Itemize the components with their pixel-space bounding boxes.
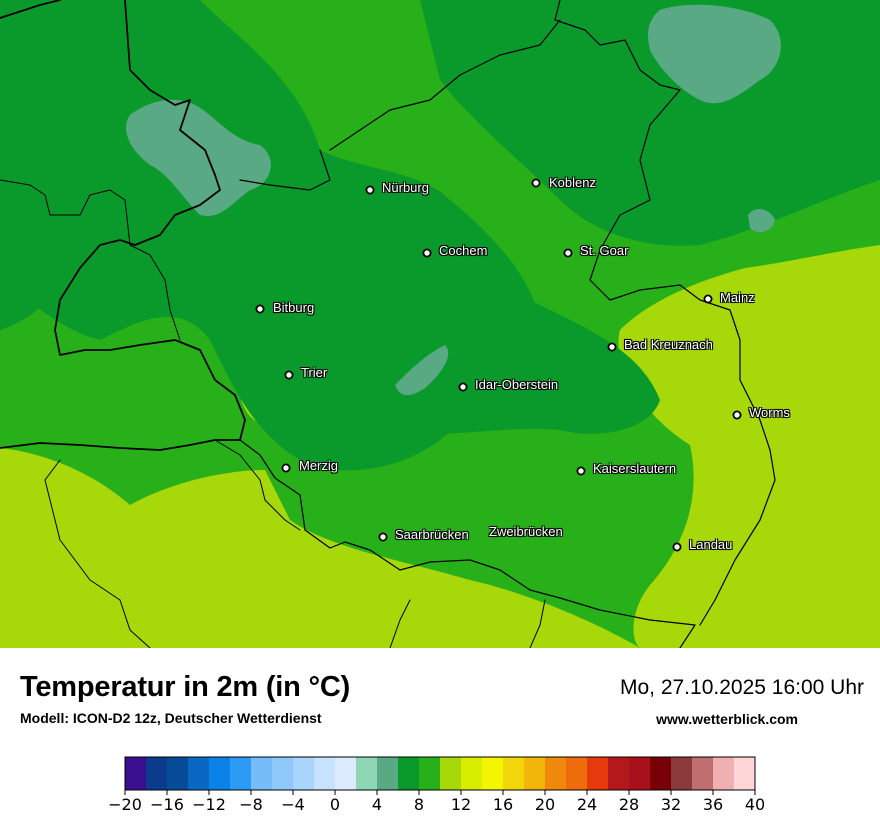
legend-tick-label: 0 bbox=[330, 795, 340, 814]
city-label: Kaiserslautern bbox=[593, 461, 677, 476]
district-border-south bbox=[44, 459, 546, 648]
legend-tick-label: 24 bbox=[577, 795, 597, 814]
legend-swatch bbox=[671, 757, 693, 790]
city-dot-icon bbox=[281, 463, 291, 473]
warm-zone-south bbox=[0, 448, 640, 648]
city-label: Koblenz bbox=[549, 175, 596, 190]
rhine-border bbox=[699, 379, 776, 626]
city-label: Merzig bbox=[299, 458, 339, 473]
city-label: Idar-Oberstein bbox=[475, 377, 559, 392]
forecast-datetime: Mo, 27.10.2025 16:00 Uhr bbox=[619, 676, 864, 699]
legend-tick-label: −4 bbox=[281, 795, 305, 814]
legend-tick-label: 12 bbox=[451, 795, 471, 814]
legend-swatch bbox=[356, 757, 378, 790]
website-link[interactable]: www.wetterblick.com bbox=[656, 711, 798, 727]
legend-swatch bbox=[146, 757, 168, 790]
legend-frame bbox=[124, 756, 756, 791]
city-label: Nürburg bbox=[382, 180, 429, 195]
cold-patch-east bbox=[748, 208, 775, 233]
city-dot-icon bbox=[422, 248, 432, 258]
legend-swatch bbox=[398, 757, 420, 790]
legend-tick-label: 20 bbox=[535, 795, 555, 814]
legend-tick-label: 36 bbox=[703, 795, 723, 814]
map-title: Temperatur in 2m (in °C) bbox=[20, 671, 351, 703]
legend-swatch bbox=[461, 757, 483, 790]
cool-zone-northwest bbox=[0, 160, 70, 330]
state-border-rlp-hessen bbox=[554, 0, 741, 381]
legend-swatch bbox=[419, 757, 441, 790]
state-border-north bbox=[239, 19, 561, 191]
legend-swatch bbox=[125, 757, 147, 790]
warm-zone-east bbox=[618, 245, 880, 648]
legend-swatch bbox=[335, 757, 357, 790]
city-dot-icon bbox=[531, 178, 541, 188]
legend-tick-label: 28 bbox=[619, 795, 639, 814]
legend-swatch bbox=[440, 757, 462, 790]
legend-tick-label: 8 bbox=[414, 795, 424, 814]
city-dot-icon bbox=[378, 532, 388, 542]
city-label: Cochem bbox=[439, 243, 488, 258]
temperature-legend: −20 −16 −12 −8 −4 0 4 8 12 16 20 24 28 32 36 40 bbox=[108, 756, 765, 814]
legend-tick-label: −16 bbox=[150, 795, 184, 814]
city-label: Trier bbox=[301, 365, 328, 380]
district-border-saar-inner bbox=[214, 439, 301, 531]
city-label: Zweibrücken bbox=[489, 524, 563, 539]
legend-tick-label: −8 bbox=[239, 795, 263, 814]
legend-swatch bbox=[272, 757, 294, 790]
legend-swatch bbox=[629, 757, 651, 790]
legend-swatch bbox=[188, 757, 210, 790]
city-dot-icon bbox=[284, 370, 294, 380]
legend-swatch bbox=[524, 757, 546, 790]
city-dot-icon bbox=[365, 185, 375, 195]
legend-swatch bbox=[209, 757, 231, 790]
city-label: Landau bbox=[689, 537, 733, 552]
legend-swatch bbox=[482, 757, 504, 790]
city-dot-icon bbox=[563, 248, 573, 258]
legend-tick-label: −20 bbox=[108, 795, 142, 814]
legend-tick-label: −12 bbox=[192, 795, 226, 814]
legend-swatch bbox=[734, 757, 756, 790]
city-dot-icon bbox=[672, 542, 682, 552]
legend-swatch bbox=[713, 757, 735, 790]
national-border bbox=[0, 0, 246, 451]
cold-patch-northeast bbox=[648, 4, 781, 104]
city-dot-icon bbox=[703, 294, 713, 304]
city-dot-icon bbox=[576, 466, 586, 476]
city-label: Worms bbox=[749, 405, 790, 420]
legend-swatch bbox=[377, 757, 399, 790]
legend-swatch bbox=[608, 757, 630, 790]
legend-swatch bbox=[230, 757, 252, 790]
city-dot-icon bbox=[732, 410, 742, 420]
legend-tick-label: 40 bbox=[745, 795, 765, 814]
state-border-saar bbox=[239, 439, 696, 648]
city-label: Mainz bbox=[720, 290, 755, 305]
city-label: St. Goar bbox=[580, 243, 629, 258]
cold-patch-ridge bbox=[395, 345, 449, 396]
legend-tick-label: 4 bbox=[372, 795, 382, 814]
legend-tick-label: 16 bbox=[493, 795, 513, 814]
city-label: Saarbrücken bbox=[395, 527, 469, 542]
legend-swatch bbox=[545, 757, 567, 790]
cold-patch-north bbox=[126, 99, 271, 216]
city-label: Bad Kreuznach bbox=[624, 337, 713, 352]
city-dot-icon bbox=[255, 304, 265, 314]
model-info: Modell: ICON-D2 12z, Deutscher Wetterdie… bbox=[20, 710, 322, 726]
legend-swatch bbox=[587, 757, 609, 790]
city-dot-icon bbox=[607, 342, 617, 352]
district-border-west bbox=[0, 179, 181, 341]
legend-swatch bbox=[251, 757, 273, 790]
legend-swatch bbox=[503, 757, 525, 790]
legend-swatch bbox=[293, 757, 315, 790]
temperature-map bbox=[0, 0, 880, 648]
legend-swatch bbox=[692, 757, 714, 790]
legend-swatch bbox=[566, 757, 588, 790]
legend-swatch bbox=[650, 757, 672, 790]
city-dot-icon bbox=[458, 382, 468, 392]
legend-tick-label: 32 bbox=[661, 795, 681, 814]
city-label: Bitburg bbox=[273, 300, 315, 315]
legend-swatch bbox=[314, 757, 336, 790]
legend-swatch bbox=[167, 757, 189, 790]
